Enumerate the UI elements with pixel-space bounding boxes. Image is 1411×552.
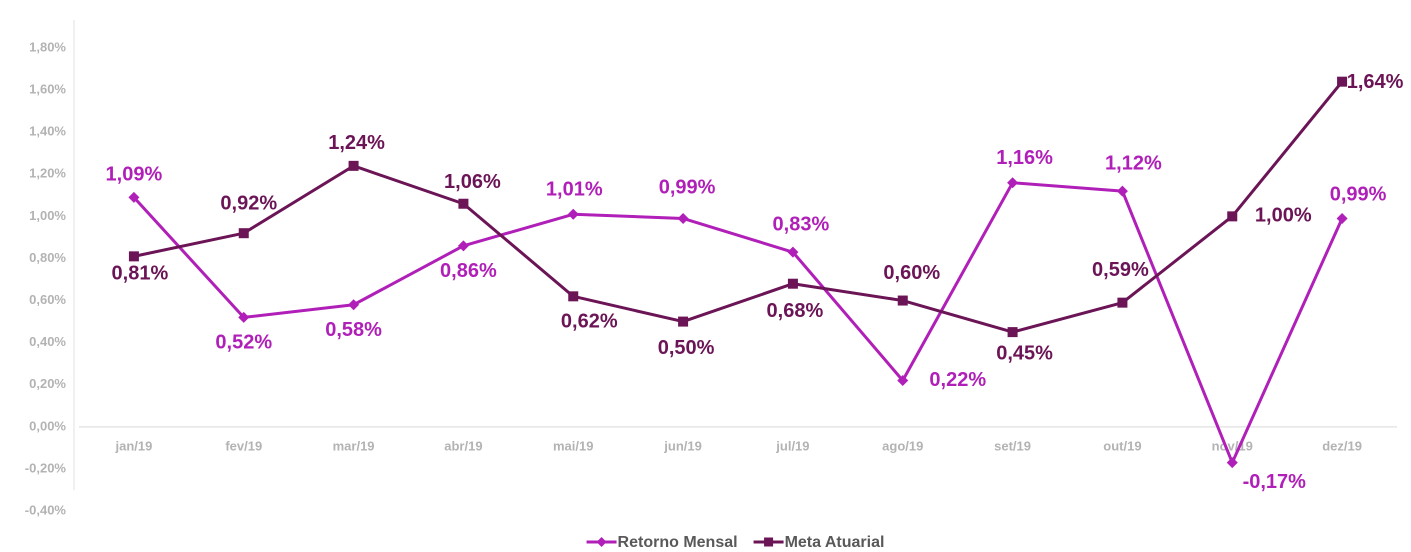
line-marker [238,228,249,239]
y-tick-label: 1,00% [29,208,66,223]
y-tick-label: 0,00% [29,418,66,433]
data-label: 0,99% [1330,184,1387,206]
data-label: 0,22% [929,369,986,391]
data-label: 0,68% [767,300,824,322]
line-marker [348,160,359,171]
line-marker [678,316,689,327]
legend-item: Retorno Mensal [586,534,738,551]
x-tick-label: set/19 [994,438,1031,453]
data-label: 0,62% [561,311,618,333]
x-tick-label: jun/19 [663,438,702,453]
y-tick-label: 0,20% [29,376,66,391]
data-label: 0,59% [1092,259,1149,281]
line-marker [1116,185,1128,197]
y-tick-label: 1,60% [29,82,66,97]
data-label: 1,24% [328,132,385,154]
y-tick-label: -0,20% [25,460,67,475]
data-label: 1,00% [1255,205,1312,227]
legend-marker [596,537,607,547]
y-tick-label: 1,20% [29,166,66,181]
line-marker [787,246,799,258]
data-label: 1,12% [1105,152,1162,174]
line-marker [567,208,579,220]
x-tick-label: mai/19 [553,438,593,453]
legend-item: Meta Atuarial [753,534,885,551]
y-tick-label: 1,80% [29,39,66,54]
data-label: 1,64% [1347,71,1404,93]
y-tick-label: 0,40% [29,334,66,349]
data-label: 0,50% [658,337,715,359]
y-tick-label: 0,60% [29,292,66,307]
data-label: 0,81% [112,263,169,285]
data-label: 0,86% [440,260,497,282]
series-line [132,181,1344,465]
x-tick-label: fev/19 [225,438,262,453]
data-label: 1,09% [106,164,163,186]
line-marker [1117,297,1128,308]
line-marker [1226,457,1238,469]
data-label: 0,60% [883,262,940,284]
line-marker [897,375,909,387]
data-label: 0,58% [325,319,382,341]
y-tick-label: -0,40% [25,502,67,517]
line-marker [458,198,469,209]
line-marker [1227,211,1238,222]
data-label: 0,83% [773,213,830,235]
data-label: 0,52% [215,332,272,354]
x-tick-label: abr/19 [444,438,482,453]
legend-label: Meta Atuarial [785,534,885,551]
x-tick-label: out/19 [1103,438,1141,453]
line-marker [897,295,908,306]
line-marker [677,212,689,224]
data-label: 0,99% [659,177,716,199]
series-line [133,80,1344,334]
line-marker [457,240,469,252]
data-label: 1,01% [546,179,603,201]
data-label: -0,17% [1243,471,1307,493]
data-label: 0,45% [996,342,1053,364]
x-tick-label: jul/19 [775,438,809,453]
line-marker [238,311,250,323]
legend-marker [764,537,774,547]
data-label: 1,06% [444,171,501,193]
line-marker [128,251,139,262]
y-tick-label: 0,80% [29,250,66,265]
line-marker [1007,177,1019,189]
line-marker [787,278,798,289]
line-marker [348,299,360,311]
y-tick-label: 1,40% [29,124,66,139]
data-label: 0,92% [220,192,277,214]
line-marker [1336,212,1348,224]
data-label: 1,16% [996,147,1053,169]
legend-label: Retorno Mensal [618,534,738,551]
x-tick-label: jan/19 [114,438,152,453]
x-tick-label: dez/19 [1322,438,1362,453]
line-marker [128,191,140,203]
line-marker [568,291,579,302]
line-marker [1007,327,1018,338]
x-tick-label: mar/19 [333,438,375,453]
x-tick-label: nov/19 [1212,438,1253,453]
line-marker [1337,76,1348,87]
x-tick-label: ago/19 [882,438,923,453]
